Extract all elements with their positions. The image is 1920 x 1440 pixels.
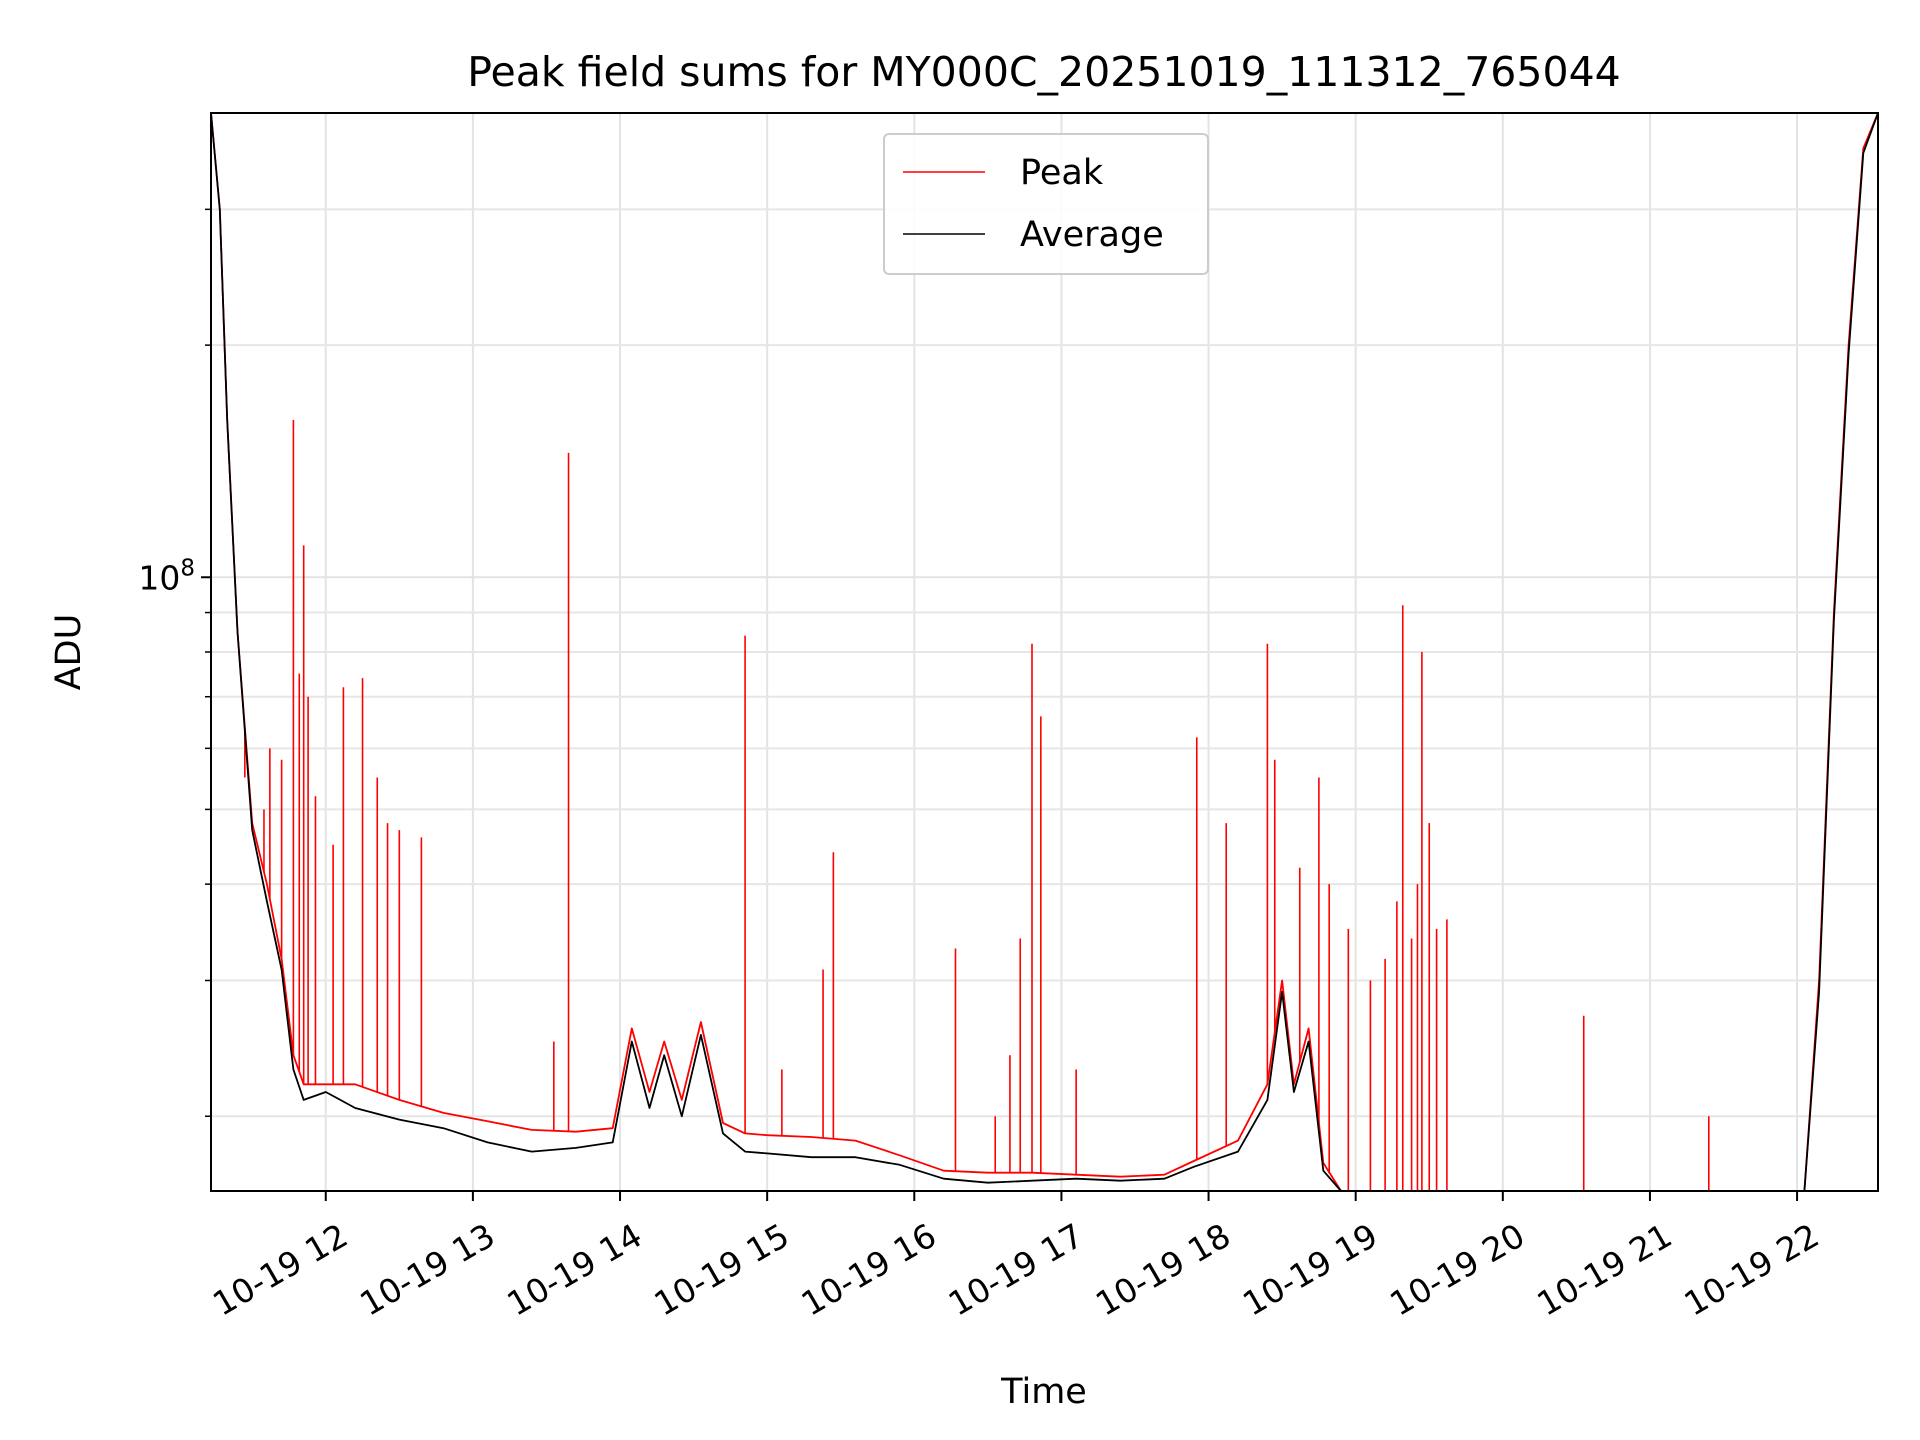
legend: Peak Average — [883, 133, 1209, 275]
legend-peak-label: Peak — [1020, 153, 1104, 193]
y-tick-label-exponent: 8 — [180, 555, 195, 581]
x-axis-label: Time — [1000, 1372, 1087, 1412]
y-tick-label: 108 — [138, 555, 195, 597]
y-tick-label-base: 10 — [138, 558, 180, 597]
y-axis: 108 — [138, 208, 211, 1118]
legend-box — [883, 133, 1209, 275]
y-axis-label: ADU — [49, 614, 89, 691]
legend-average-label: Average — [1020, 215, 1164, 255]
chart-title: Peak field sums for MY000C_20251019_1113… — [467, 48, 1621, 96]
